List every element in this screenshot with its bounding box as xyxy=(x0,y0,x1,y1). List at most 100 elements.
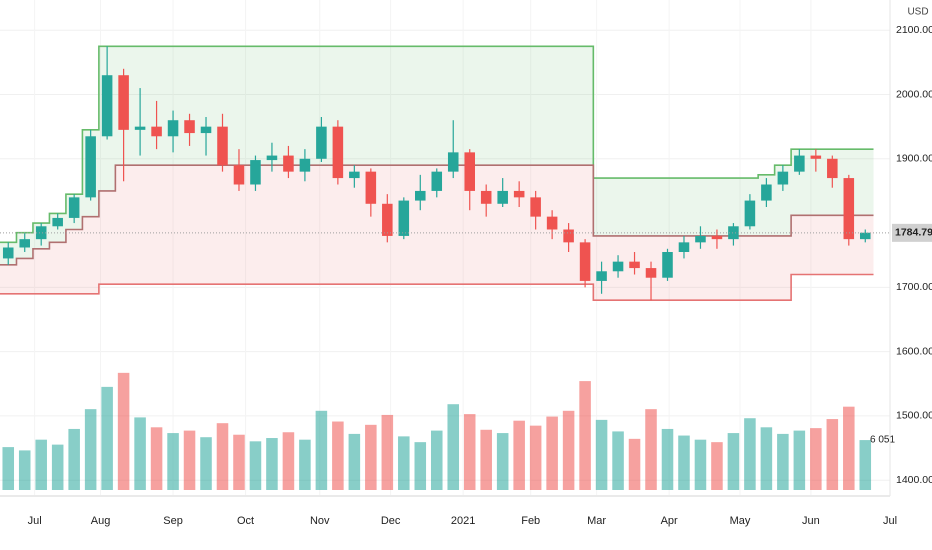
volume-bar xyxy=(398,436,410,490)
currency-label: USD xyxy=(907,7,928,18)
candle-body xyxy=(777,171,789,185)
candle-body xyxy=(431,171,443,191)
candle-body xyxy=(382,203,393,236)
volume-bar xyxy=(447,404,460,490)
upper-band-fill xyxy=(0,46,874,265)
candle-body xyxy=(233,165,245,185)
lower-band-line xyxy=(0,273,874,302)
volume-bar xyxy=(612,431,624,490)
candle-body xyxy=(316,126,327,159)
volume-bar xyxy=(496,433,509,490)
volume-bar xyxy=(315,410,328,490)
volume-label: 6 051 xyxy=(870,435,895,446)
candle-body xyxy=(629,261,640,269)
candle-body xyxy=(662,252,673,278)
candles xyxy=(2,46,871,301)
volume-bar xyxy=(826,419,839,490)
candle-body xyxy=(645,268,657,278)
candle-body xyxy=(398,200,410,236)
volume-bar xyxy=(150,427,163,490)
volume-bar xyxy=(678,435,690,490)
volume-bar xyxy=(513,420,525,490)
volume-bar xyxy=(562,410,575,490)
volume-bar xyxy=(200,437,212,490)
volume-bar xyxy=(365,424,377,490)
volume-bar xyxy=(727,433,740,490)
candle-body xyxy=(250,160,261,185)
candle-body xyxy=(118,75,129,130)
volume-bar xyxy=(414,442,427,490)
candle-body xyxy=(711,235,723,240)
x-tick-label: Nov xyxy=(310,515,330,527)
volume-bar xyxy=(266,438,278,490)
volume-bar xyxy=(430,430,443,490)
candle-body xyxy=(200,126,212,134)
x-tick-label: Sep xyxy=(163,515,183,527)
candle-body xyxy=(217,126,228,166)
candle-body xyxy=(810,155,822,159)
volume-bar xyxy=(51,444,64,490)
candle-body xyxy=(184,120,195,134)
candle-body xyxy=(35,226,47,240)
volume-bar xyxy=(694,439,707,490)
last-price-box xyxy=(892,223,932,242)
y-tick-label: 1700.000 xyxy=(896,281,932,293)
volume-bar xyxy=(645,409,657,490)
candle-body xyxy=(678,242,690,252)
candle-body xyxy=(480,190,492,204)
candle-body xyxy=(52,217,63,227)
y-tick-label: 2100.000 xyxy=(896,24,932,36)
volume-bar xyxy=(810,428,822,490)
lower-band-fill xyxy=(0,165,874,301)
volume-bar xyxy=(777,433,789,490)
volume-bar xyxy=(68,428,80,490)
volume-bar xyxy=(348,433,361,490)
candle-body xyxy=(728,226,739,240)
volume-bar xyxy=(299,439,311,490)
candle-body xyxy=(695,235,706,243)
volume-bar xyxy=(843,406,855,490)
x-tick-label: Jun xyxy=(802,515,820,527)
candle-body xyxy=(497,190,508,204)
y-tick-label: 2000.000 xyxy=(896,88,932,100)
candle-body xyxy=(530,197,541,217)
volume-bar xyxy=(760,427,773,490)
volume-bar xyxy=(859,440,872,490)
x-tick-label: Jul xyxy=(883,515,897,527)
volume-bar xyxy=(480,429,492,490)
volume-bar xyxy=(167,433,179,490)
x-tick-label: May xyxy=(730,515,751,527)
volume-bar xyxy=(233,434,245,490)
candle-body xyxy=(266,155,278,161)
volume-bar xyxy=(595,419,608,490)
volume-bar xyxy=(282,432,295,490)
x-tick-label: 2021 xyxy=(451,515,475,527)
candle-body xyxy=(151,126,162,137)
volume-bar xyxy=(529,425,542,490)
volume-bar xyxy=(711,442,723,490)
y-tick-label: 1500.000 xyxy=(896,410,932,422)
candle-body xyxy=(579,242,591,281)
candle-body xyxy=(415,190,426,201)
volume-bar xyxy=(661,428,674,490)
volume-bar xyxy=(463,414,476,490)
volume-bar xyxy=(793,430,806,490)
volume-bar xyxy=(628,438,641,490)
candle-body xyxy=(860,232,871,240)
candle-body xyxy=(283,155,294,172)
candle-body xyxy=(19,239,30,248)
x-tick-label: Feb xyxy=(521,515,540,527)
candle-body xyxy=(843,178,855,240)
candle-body xyxy=(794,155,805,172)
candle-body xyxy=(447,152,459,172)
volume-bar xyxy=(134,417,146,490)
volume-bar xyxy=(332,421,344,490)
x-tick-label: Mar xyxy=(587,515,606,527)
x-tick-label: Dec xyxy=(381,515,401,527)
candle-body xyxy=(349,171,360,179)
y-tick-label: 1600.000 xyxy=(896,345,932,357)
x-tick-label: Oct xyxy=(237,515,254,527)
y-tick-label: 1400.000 xyxy=(896,474,932,486)
x-tick-label: Aug xyxy=(91,515,111,527)
candle-body xyxy=(332,126,344,179)
